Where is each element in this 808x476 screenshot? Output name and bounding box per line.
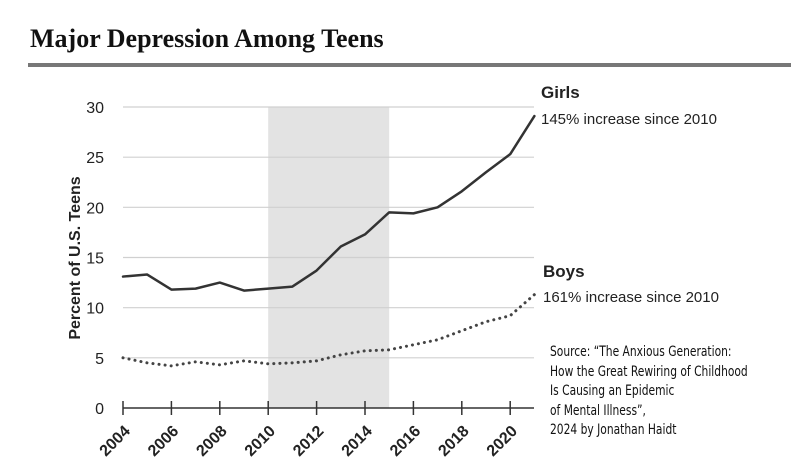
- source-line: 2024 by Jonathan Haidt: [550, 422, 677, 438]
- girls-legend-label: Girls: [541, 83, 580, 102]
- series-lines: [121, 114, 536, 368]
- x-tick-label: 2004: [97, 423, 134, 460]
- girls-annotation: 145% increase since 2010: [541, 111, 717, 128]
- source-line: of Mental Illness”,: [550, 402, 646, 419]
- x-tick-label: 2016: [387, 423, 424, 460]
- y-tick-label: 0: [95, 401, 104, 418]
- x-tick-label: 2020: [484, 423, 521, 460]
- source-line: How the Great Rewiring of Childhood: [550, 363, 748, 380]
- x-tick-label: 2006: [145, 423, 182, 460]
- y-tick-label: 20: [86, 200, 104, 217]
- y-axis-ticks: 0 5 10 15 20 25 30: [86, 100, 104, 418]
- y-tick-label: 25: [86, 150, 104, 167]
- y-tick-label: 30: [86, 100, 104, 117]
- boys-legend-label: Boys: [543, 262, 585, 281]
- x-tick-label: 2008: [193, 423, 230, 460]
- source-citation: Source: “The Anxious Generation: How the…: [550, 343, 748, 441]
- page-title: Major Depression Among Teens: [30, 24, 384, 53]
- y-tick-label: 10: [86, 301, 104, 318]
- x-axis-ticks: 2004 2006 2008 2010 2012 2014 2016 2018 2020: [97, 401, 521, 460]
- x-tick-label: 2018: [435, 423, 472, 460]
- source-line: Source: “The Anxious Generation:: [550, 344, 732, 360]
- boys-line: [121, 293, 536, 368]
- y-axis-label: Percent of U.S. Teens: [67, 176, 84, 339]
- boys-annotation: 161% increase since 2010: [543, 289, 719, 306]
- girls-line: [121, 114, 536, 292]
- source-line: Is Causing an Epidemic: [550, 383, 675, 399]
- x-tick-label: 2012: [290, 423, 327, 460]
- y-tick-label: 5: [95, 351, 104, 368]
- x-tick-label: 2014: [339, 423, 376, 460]
- title-divider: [28, 63, 791, 67]
- y-tick-label: 15: [86, 251, 104, 268]
- x-tick-label: 2010: [242, 423, 279, 460]
